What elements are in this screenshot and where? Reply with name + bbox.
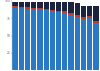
Bar bbox=[75, 3, 80, 15]
Bar bbox=[75, 15, 80, 17]
Bar bbox=[56, 2, 61, 11]
Bar bbox=[44, 2, 49, 9]
Bar bbox=[81, 6, 86, 17]
Bar bbox=[87, 6, 92, 16]
Bar bbox=[93, 6, 98, 21]
Bar bbox=[87, 16, 92, 18]
Bar bbox=[25, 7, 30, 9]
Bar bbox=[62, 2, 68, 12]
Bar bbox=[93, 21, 98, 23]
Bar bbox=[37, 8, 43, 9]
Bar bbox=[62, 13, 68, 70]
Bar bbox=[56, 11, 61, 12]
Bar bbox=[31, 2, 36, 8]
Bar bbox=[68, 2, 74, 13]
Bar bbox=[44, 10, 49, 70]
Bar bbox=[68, 15, 74, 70]
Bar bbox=[12, 2, 18, 6]
Bar bbox=[50, 12, 55, 70]
Bar bbox=[93, 23, 98, 70]
Bar bbox=[25, 9, 30, 70]
Bar bbox=[31, 8, 36, 9]
Bar bbox=[87, 18, 92, 70]
Bar bbox=[31, 9, 36, 70]
Bar bbox=[62, 12, 68, 13]
Bar bbox=[19, 7, 24, 8]
Bar bbox=[81, 19, 86, 70]
Bar bbox=[25, 2, 30, 7]
Bar bbox=[81, 17, 86, 19]
Bar bbox=[50, 2, 55, 10]
Bar bbox=[12, 7, 18, 70]
Bar bbox=[56, 12, 61, 70]
Bar bbox=[75, 17, 80, 70]
Bar bbox=[37, 2, 43, 8]
Bar bbox=[50, 10, 55, 12]
Bar bbox=[44, 9, 49, 10]
Bar bbox=[19, 2, 24, 7]
Bar bbox=[37, 9, 43, 70]
Bar bbox=[68, 13, 74, 15]
Bar bbox=[12, 6, 18, 7]
Bar bbox=[19, 8, 24, 70]
